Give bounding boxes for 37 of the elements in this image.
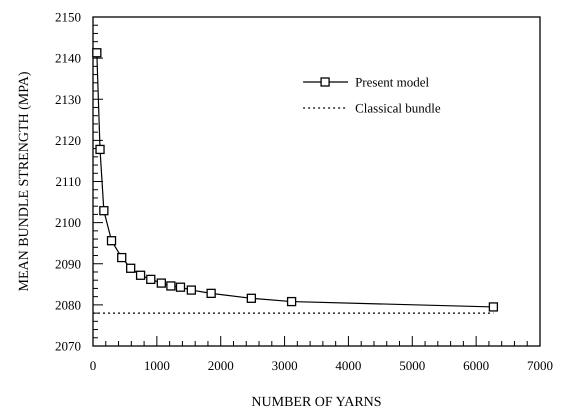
- y-tick-label: 2140: [55, 50, 81, 66]
- x-tick-label: 4000: [335, 358, 362, 373]
- point: [246, 294, 256, 303]
- x-tick-label: 5000: [399, 358, 426, 373]
- point: [488, 302, 498, 312]
- x-tick-label: 3000: [272, 358, 298, 373]
- legend-label: Present model: [355, 74, 430, 90]
- point: [286, 296, 296, 306]
- x-tick-label: 2000: [208, 358, 234, 373]
- y-tick-label: 2080: [55, 297, 81, 312]
- x-tick-label: 0: [90, 358, 96, 373]
- x-tick-label: 6000: [463, 358, 490, 373]
- point: [176, 282, 186, 292]
- point: [146, 274, 156, 284]
- point: [166, 281, 176, 291]
- point: [156, 278, 166, 288]
- point: [95, 144, 105, 154]
- y-tick-label: 2090: [55, 256, 81, 272]
- legend-label: Classical bundle: [355, 100, 441, 116]
- y-tick-label: 2100: [55, 215, 81, 230]
- point: [126, 264, 136, 273]
- point: [92, 48, 102, 58]
- point: [99, 206, 109, 216]
- y-tick-label: 2070: [55, 338, 81, 354]
- x-tick-label: 7000: [527, 358, 553, 373]
- x-axis-title: NUMBER OF YARNS: [251, 395, 382, 410]
- y-tick-label: 2130: [55, 92, 81, 107]
- point: [117, 252, 126, 262]
- y-tick-label: 2110: [55, 174, 81, 189]
- y-axis-title: MEAN BUNDLE STRENGTH (MPA): [17, 71, 32, 292]
- point: [136, 270, 146, 280]
- point: [106, 236, 116, 246]
- y-tick-label: 2150: [55, 10, 81, 24]
- y-tick-label: 2120: [55, 132, 81, 148]
- x-tick-label: 1000: [144, 358, 170, 373]
- point: [206, 288, 216, 298]
- point: [186, 285, 196, 295]
